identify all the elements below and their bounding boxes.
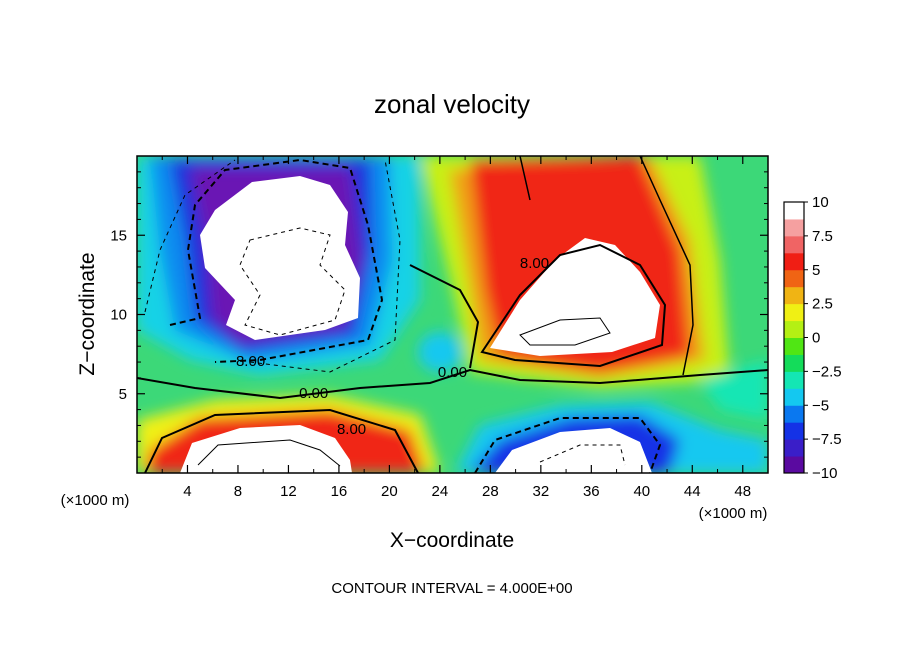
colorbar-tick-label: −7.5: [812, 431, 842, 448]
contour-label: 0.00: [299, 385, 328, 402]
colorbar-tick-label: 0: [812, 330, 820, 347]
colorbar-swatch: [784, 269, 804, 288]
x-tick-label: 36: [583, 483, 600, 500]
contour-label: 8.00: [236, 353, 265, 370]
contour-zero-lower: [137, 368, 768, 400]
contour-minus-8-lower: [474, 417, 662, 473]
colorbar-swatch: [784, 218, 804, 237]
colorbar-swatch: [784, 439, 804, 457]
contour-zero-mid: [409, 264, 480, 369]
x-unit-label-right: (×1000 m): [699, 505, 768, 522]
right-edge-patch: [700, 360, 768, 420]
colorbar-tick-label: 10: [812, 194, 829, 211]
x-tick-label: 40: [633, 483, 650, 500]
x-tick-label: 8: [234, 483, 242, 500]
pos-core-white: [490, 238, 660, 356]
colorbar-tick-label: 7.5: [812, 228, 833, 245]
y-axis-label: Z−coordinate: [76, 252, 99, 375]
x-tick-label: 28: [482, 483, 499, 500]
colorbar-tick-label: −5: [812, 397, 829, 414]
contour-plus-12: [519, 317, 611, 346]
contour-plus-8: [480, 243, 667, 368]
x-unit-label-left: (×1000 m): [61, 492, 130, 509]
low-neg-core-white: [495, 428, 652, 473]
contour-lines: [137, 156, 768, 473]
contour-plus-4: [519, 156, 694, 376]
colorbar-swatch: [784, 354, 804, 372]
plot-area: 8.000.008.000.008.00 4 8 12 16 20 24 28 32 36 40 4…: [110, 155, 769, 500]
contour-label: 8.00: [520, 255, 549, 272]
colorbar-swatch: [784, 422, 804, 440]
colorbar-swatch: [784, 320, 804, 338]
x-tick-label: 48: [734, 483, 751, 500]
colorbar-tick-label: −2.5: [812, 363, 842, 380]
mid-cyan-patch: [418, 332, 462, 372]
colorbar-swatch: [784, 337, 804, 355]
colorbar-swatch: [784, 371, 804, 389]
x-tick-label: 12: [280, 483, 297, 500]
contour-label: 8.00: [337, 421, 366, 438]
contour-minus-4: [144, 159, 401, 373]
y-tick-label: 10: [110, 307, 127, 324]
contour-minus-8: [169, 158, 384, 363]
colorbar-swatch: [784, 252, 804, 271]
colorbar-swatch: [784, 388, 804, 406]
x-tick-label: 44: [684, 483, 701, 500]
colorbar-tick-label: −10: [812, 465, 837, 482]
x-tick-label: 16: [331, 483, 348, 500]
neg-core-white: [200, 176, 360, 340]
x-tick-label: 24: [432, 483, 449, 500]
low-pos-core-white: [180, 425, 352, 473]
colorbar-tick-label: 2.5: [812, 296, 833, 313]
colorbar-tick-label: 5: [812, 262, 820, 279]
chart-title: zonal velocity: [374, 89, 530, 119]
x-axis: 4 8 12 16 20 24 28 32 36 40 44 48: [161, 156, 769, 500]
x-tick-label: 4: [183, 483, 191, 500]
colorbar-swatch: [784, 303, 804, 322]
contour-label-layer: 8.00 0.00 8.00 0.00 8.00: [236, 255, 549, 438]
y-tick-label: 15: [110, 227, 127, 244]
y-tick-label: 5: [119, 386, 127, 403]
x-axis-label: X−coordinate: [390, 529, 514, 552]
colorbar-swatch: [784, 456, 804, 474]
colorbar: 10 7.5 5 2.5 0 −2.5 −5 −7.5 −10: [783, 194, 842, 482]
x-tick-label: 20: [381, 483, 398, 500]
contour-plus-8-lower: [144, 408, 419, 473]
colorbar-swatch: [784, 286, 804, 305]
colorbar-swatch: [784, 405, 804, 423]
y-axis: 5 10 15: [110, 171, 768, 458]
colorbar-swatch: [784, 202, 804, 220]
contour-label: 0.00: [438, 364, 467, 381]
x-tick-label: 32: [532, 483, 549, 500]
colorbar-swatch: [784, 235, 804, 254]
contour-interval-footer: CONTOUR INTERVAL = 4.000E+00: [331, 580, 572, 597]
contour-plus-12-lower: [197, 439, 341, 467]
